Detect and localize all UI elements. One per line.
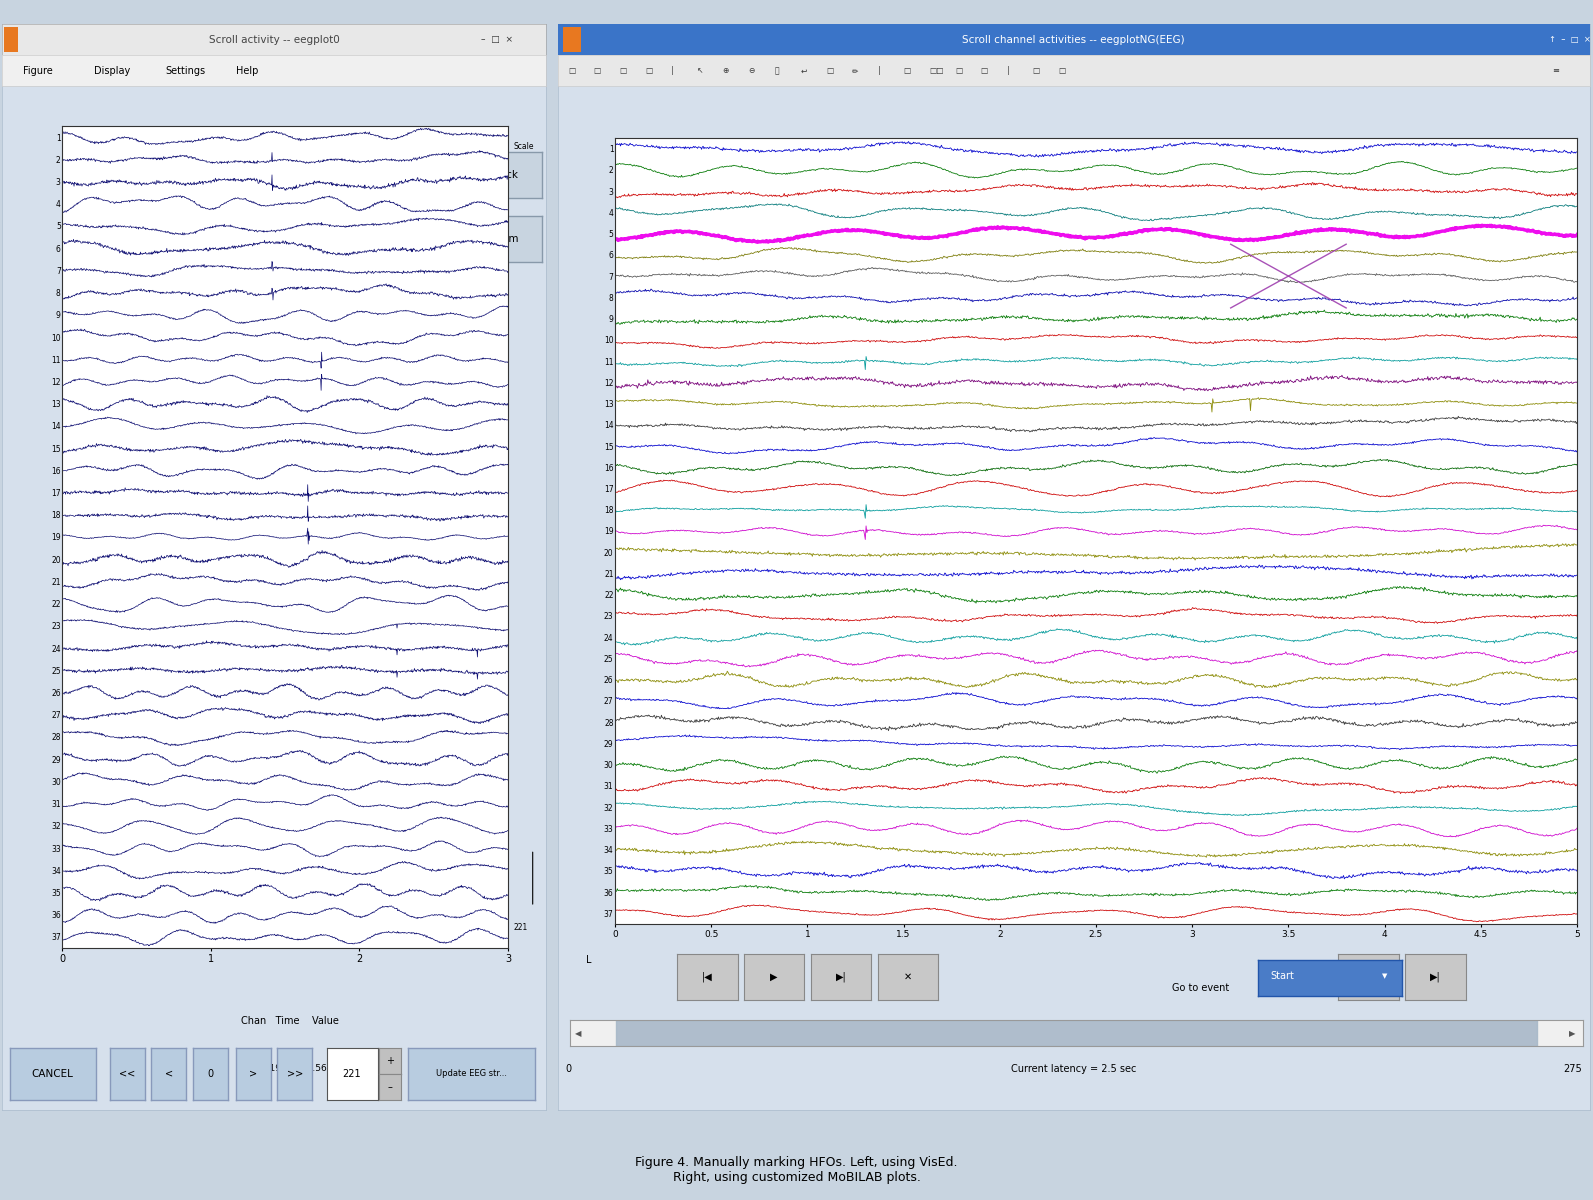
Text: Scroll activity -- eegplot0: Scroll activity -- eegplot0 [209,35,339,44]
Text: ▶: ▶ [1569,1028,1575,1038]
Text: ▶|: ▶| [836,972,846,982]
Text: 221: 221 [513,923,527,931]
Text: Display: Display [94,66,131,76]
Text: 275: 275 [1563,1063,1582,1074]
Text: Norm: Norm [491,234,518,244]
Text: >: > [249,1069,258,1079]
Text: Figure: Figure [24,66,53,76]
Text: ▶: ▶ [771,972,777,982]
Text: |: | [878,66,881,76]
Text: ▶|: ▶| [1431,972,1440,982]
Text: Start: Start [1270,971,1294,982]
Text: Scale: Scale [513,143,534,151]
Text: 221: 221 [342,1069,362,1079]
Text: □: □ [645,66,653,76]
Text: □: □ [981,66,988,76]
Text: ◀: ◀ [575,1028,581,1038]
Text: >>: >> [287,1069,303,1079]
Text: □: □ [954,66,962,76]
Text: □□: □□ [929,66,943,76]
Text: Go to event: Go to event [1172,983,1228,994]
Text: |◀: |◀ [1364,972,1373,982]
Text: ▼: ▼ [1383,973,1388,979]
Text: □: □ [594,66,601,76]
Text: –  □  ×: – □ × [481,35,513,44]
Text: □: □ [825,66,833,76]
Text: ↖: ↖ [696,66,703,76]
Text: <: < [164,1069,174,1079]
Text: 22   3.1965   22.564: 22 3.1965 22.564 [241,1064,333,1073]
Text: Update EEG str...: Update EEG str... [436,1069,507,1079]
Bar [562,28,581,52]
Text: 0: 0 [566,1063,572,1074]
Text: Chan   Time    Value: Chan Time Value [241,1016,339,1026]
Text: ✏: ✏ [852,66,859,76]
Text: Stack: Stack [489,170,519,180]
Text: L: L [586,955,591,966]
Bar [5,28,18,52]
Text: –: – [387,1082,393,1092]
Text: CANCEL: CANCEL [32,1069,73,1079]
Text: Scroll channel activities -- eegplotNG(EEG): Scroll channel activities -- eegplotNG(E… [962,35,1185,44]
Text: 0: 0 [207,1069,213,1079]
Text: □: □ [903,66,911,76]
Text: +: + [386,1056,395,1066]
Text: ✕: ✕ [903,972,913,982]
Text: <<: << [119,1069,135,1079]
Text: □: □ [620,66,626,76]
Text: |: | [671,66,674,76]
Text: Figure 4. Manually marking HFOs. Left, using VisEd.
Right, using customized MoBI: Figure 4. Manually marking HFOs. Left, u… [636,1156,957,1184]
Text: ⊖: ⊖ [749,66,755,76]
Text: ⊕: ⊕ [723,66,730,76]
Text: Help: Help [236,66,258,76]
Text: ≡: ≡ [1552,66,1560,76]
Text: □: □ [567,66,575,76]
Text: |◀: |◀ [703,972,712,982]
Text: □: □ [1032,66,1040,76]
Text: Settings: Settings [166,66,205,76]
Text: Current latency = 2.5 sec: Current latency = 2.5 sec [1012,1063,1136,1074]
Text: ↩: ↩ [800,66,806,76]
Text: ↑  –  □  ×: ↑ – □ × [1548,35,1590,44]
Text: 4: 4 [293,1086,299,1094]
Text: □: □ [1058,66,1066,76]
Text: |: | [1007,66,1010,76]
Text: ✋: ✋ [774,66,779,76]
